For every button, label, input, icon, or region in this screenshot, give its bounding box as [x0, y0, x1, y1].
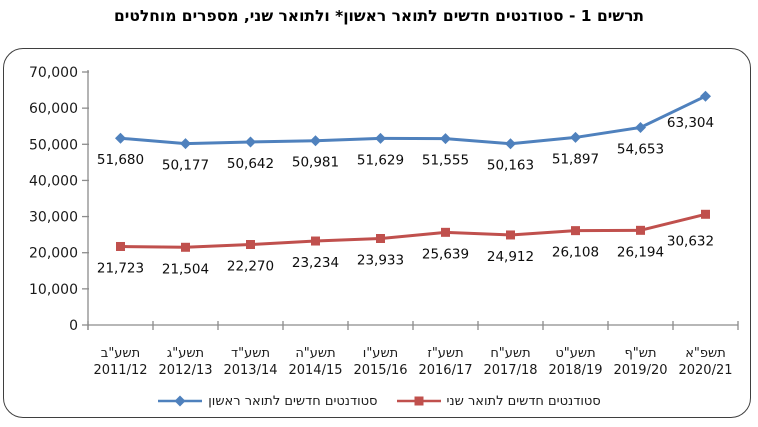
series-1 [116, 209, 710, 252]
svg-text:21,504: 21,504 [162, 261, 209, 277]
legend-marker-first-degree-icon [158, 395, 203, 407]
chart-title: תרשים 1 - סטודנטים חדשים לתואר ראשון* ול… [113, 7, 645, 25]
svg-text:תשע"ג: תשע"ג [167, 346, 204, 361]
svg-text:2012/13: 2012/13 [158, 363, 212, 378]
svg-text:40,000: 40,000 [29, 173, 78, 189]
svg-text:תשע"ה: תשע"ה [295, 346, 335, 361]
svg-text:21,723: 21,723 [97, 260, 144, 276]
svg-text:51,680: 51,680 [97, 152, 144, 168]
svg-text:תשפ"א: תשפ"א [685, 346, 726, 361]
svg-text:26,108: 26,108 [552, 245, 599, 261]
svg-text:30,000: 30,000 [29, 210, 78, 226]
svg-text:25,639: 25,639 [422, 246, 469, 262]
svg-text:22,270: 22,270 [227, 259, 274, 275]
svg-text:תשע"ט: תשע"ט [555, 346, 595, 361]
svg-text:2019/20: 2019/20 [613, 363, 667, 378]
svg-text:10,000: 10,000 [29, 282, 78, 298]
svg-text:תש"ף: תש"ף [624, 346, 656, 361]
svg-text:50,177: 50,177 [162, 158, 209, 174]
svg-text:63,304: 63,304 [667, 115, 714, 131]
series-0 [115, 90, 711, 150]
data-labels-series-1: 21,723 21,504 22,270 23,234 23,933 25,639 24,9… [97, 233, 714, 277]
svg-text:23,933: 23,933 [357, 252, 404, 268]
svg-text:30,632: 30,632 [667, 233, 714, 249]
svg-text:54,653: 54,653 [617, 141, 664, 157]
svg-text:50,981: 50,981 [292, 155, 339, 171]
svg-text:51,555: 51,555 [422, 153, 469, 169]
svg-text:24,912: 24,912 [487, 249, 534, 265]
chart-legend: סטודנטים חדשים לתואר ראשון סטודנטים חדשי… [10, 390, 748, 412]
y-axis-labels: 0 10,000 20,000 30,000 40,000 50,000 60,000 70,… [29, 65, 78, 334]
svg-text:51,897: 51,897 [552, 151, 599, 167]
svg-text:2015/16: 2015/16 [353, 363, 407, 378]
svg-text:2017/18: 2017/18 [483, 363, 537, 378]
svg-text:23,234: 23,234 [292, 255, 339, 271]
svg-text:20,000: 20,000 [29, 246, 78, 262]
svg-text:50,000: 50,000 [29, 137, 78, 153]
svg-text:2011/12: 2011/12 [93, 363, 147, 378]
svg-text:60,000: 60,000 [29, 101, 78, 117]
svg-text:תשע"ז: תשע"ז [427, 346, 463, 361]
svg-text:תשע"ב: תשע"ב [101, 346, 140, 361]
legend-label-first-degree: סטודנטים חדשים לתואר ראשון [208, 393, 378, 409]
svg-text:2018/19: 2018/19 [548, 363, 602, 378]
svg-text:51,629: 51,629 [357, 152, 404, 168]
svg-text:תשע"ד: תשע"ד [231, 346, 270, 361]
legend-marker-second-degree-icon [396, 396, 441, 406]
x-axis-labels: תשע"ב 2011/12 תשע"ג 2012/13 תשע"ד 2013/14 תשע"… [93, 346, 732, 378]
data-labels-series-0: 51,680 50,177 50,642 50,981 51,629 51,555 50,1… [97, 115, 714, 173]
svg-text:50,163: 50,163 [487, 158, 534, 174]
svg-text:2014/15: 2014/15 [288, 363, 342, 378]
svg-text:תשע"ו: תשע"ו [363, 346, 398, 361]
axes [82, 70, 739, 330]
svg-text:תשע"ח: תשע"ח [490, 346, 530, 361]
svg-text:2013/14: 2013/14 [223, 363, 277, 378]
svg-text:26,194: 26,194 [617, 244, 664, 260]
svg-text:0: 0 [69, 318, 78, 334]
svg-text:2020/21: 2020/21 [678, 363, 732, 378]
chart-frame [3, 48, 751, 418]
legend-label-second-degree: סטודנטים חדשים לתואר שני [446, 393, 601, 409]
legend-item-first-degree: סטודנטים חדשים לתואר ראשון [157, 393, 378, 409]
svg-text:70,000: 70,000 [29, 65, 78, 81]
svg-text:2016/17: 2016/17 [418, 363, 472, 378]
legend-item-second-degree: סטודנטים חדשים לתואר שני [396, 394, 601, 409]
svg-text:50,642: 50,642 [227, 156, 274, 172]
